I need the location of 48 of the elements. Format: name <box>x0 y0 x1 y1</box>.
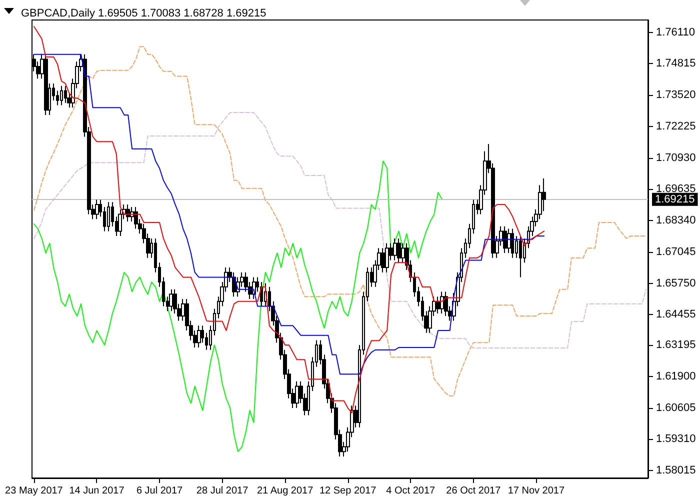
y-tick-label: 1.61900 <box>656 370 696 383</box>
chart-title: GBPCAD,Daily 1.69505 1.70083 1.68728 1.69215 <box>21 8 266 20</box>
y-tick-label: 1.76110 <box>656 26 695 38</box>
y-tick-label: 1.72225 <box>656 120 696 132</box>
x-tick-label: 14 Jun 2017 <box>69 486 125 496</box>
candlestick <box>519 236 522 278</box>
line-series <box>33 112 647 348</box>
candlestick <box>60 85 63 106</box>
y-tick-label: 1.64455 <box>656 308 696 321</box>
ref-line-label: 1.69215 <box>655 193 695 206</box>
x-tick-label: 17 Nov 2017 <box>508 486 565 496</box>
candlestick <box>107 202 110 232</box>
x-tick-label: 23 May 2017 <box>5 486 64 496</box>
y-tick-label: 1.63195 <box>656 339 696 352</box>
candlestick <box>95 199 99 220</box>
candlestick <box>393 238 397 261</box>
line-series <box>33 26 545 414</box>
y-tick-label: 1.58015 <box>656 464 696 477</box>
x-tick-label: 21 Aug 2017 <box>256 486 314 496</box>
y-tick-label: 1.68340 <box>656 214 696 227</box>
y-tick-label: 1.74815 <box>656 58 696 70</box>
candlestick <box>397 238 401 264</box>
line-series <box>33 54 545 375</box>
x-tick-label: 12 Sep 2017 <box>319 486 377 496</box>
y-tick-label: 1.60605 <box>656 402 696 414</box>
candlestick <box>118 208 122 237</box>
candlestick <box>169 288 173 312</box>
y-tick-label: 1.67045 <box>656 246 696 258</box>
y-tick-label: 1.65750 <box>656 277 696 290</box>
y-tick-label: 1.70930 <box>656 152 696 164</box>
x-tick-label: 26 Oct 2017 <box>446 486 502 496</box>
candlestick <box>295 380 299 409</box>
candlestick <box>64 85 67 104</box>
x-tick-label: 4 Oct 2017 <box>386 486 436 496</box>
candlestick <box>381 248 385 273</box>
y-tick-label: 1.69635 <box>656 183 696 196</box>
candlestick <box>134 206 138 230</box>
line-series <box>33 46 647 396</box>
candlestick <box>197 325 201 348</box>
x-tick-label: 28 Jul 2017 <box>196 486 249 496</box>
candlestick <box>385 242 389 273</box>
candlestick <box>503 226 507 254</box>
line-series <box>33 160 443 452</box>
candlestick <box>440 291 444 314</box>
x-tick-label: 6 Jul 2017 <box>136 486 184 496</box>
candlestick <box>511 228 514 258</box>
y-tick-label: 1.59310 <box>656 433 696 446</box>
y-tick-label: 1.73520 <box>656 89 696 102</box>
